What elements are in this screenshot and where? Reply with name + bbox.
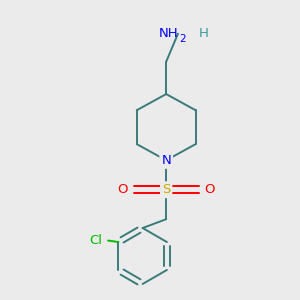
- Text: 2: 2: [179, 34, 186, 44]
- Text: O: O: [205, 183, 215, 196]
- Text: H: H: [199, 27, 208, 40]
- Text: NH: NH: [158, 27, 178, 40]
- Text: Cl: Cl: [89, 234, 102, 247]
- Text: S: S: [162, 183, 170, 196]
- Text: N: N: [161, 154, 171, 167]
- Text: O: O: [117, 183, 128, 196]
